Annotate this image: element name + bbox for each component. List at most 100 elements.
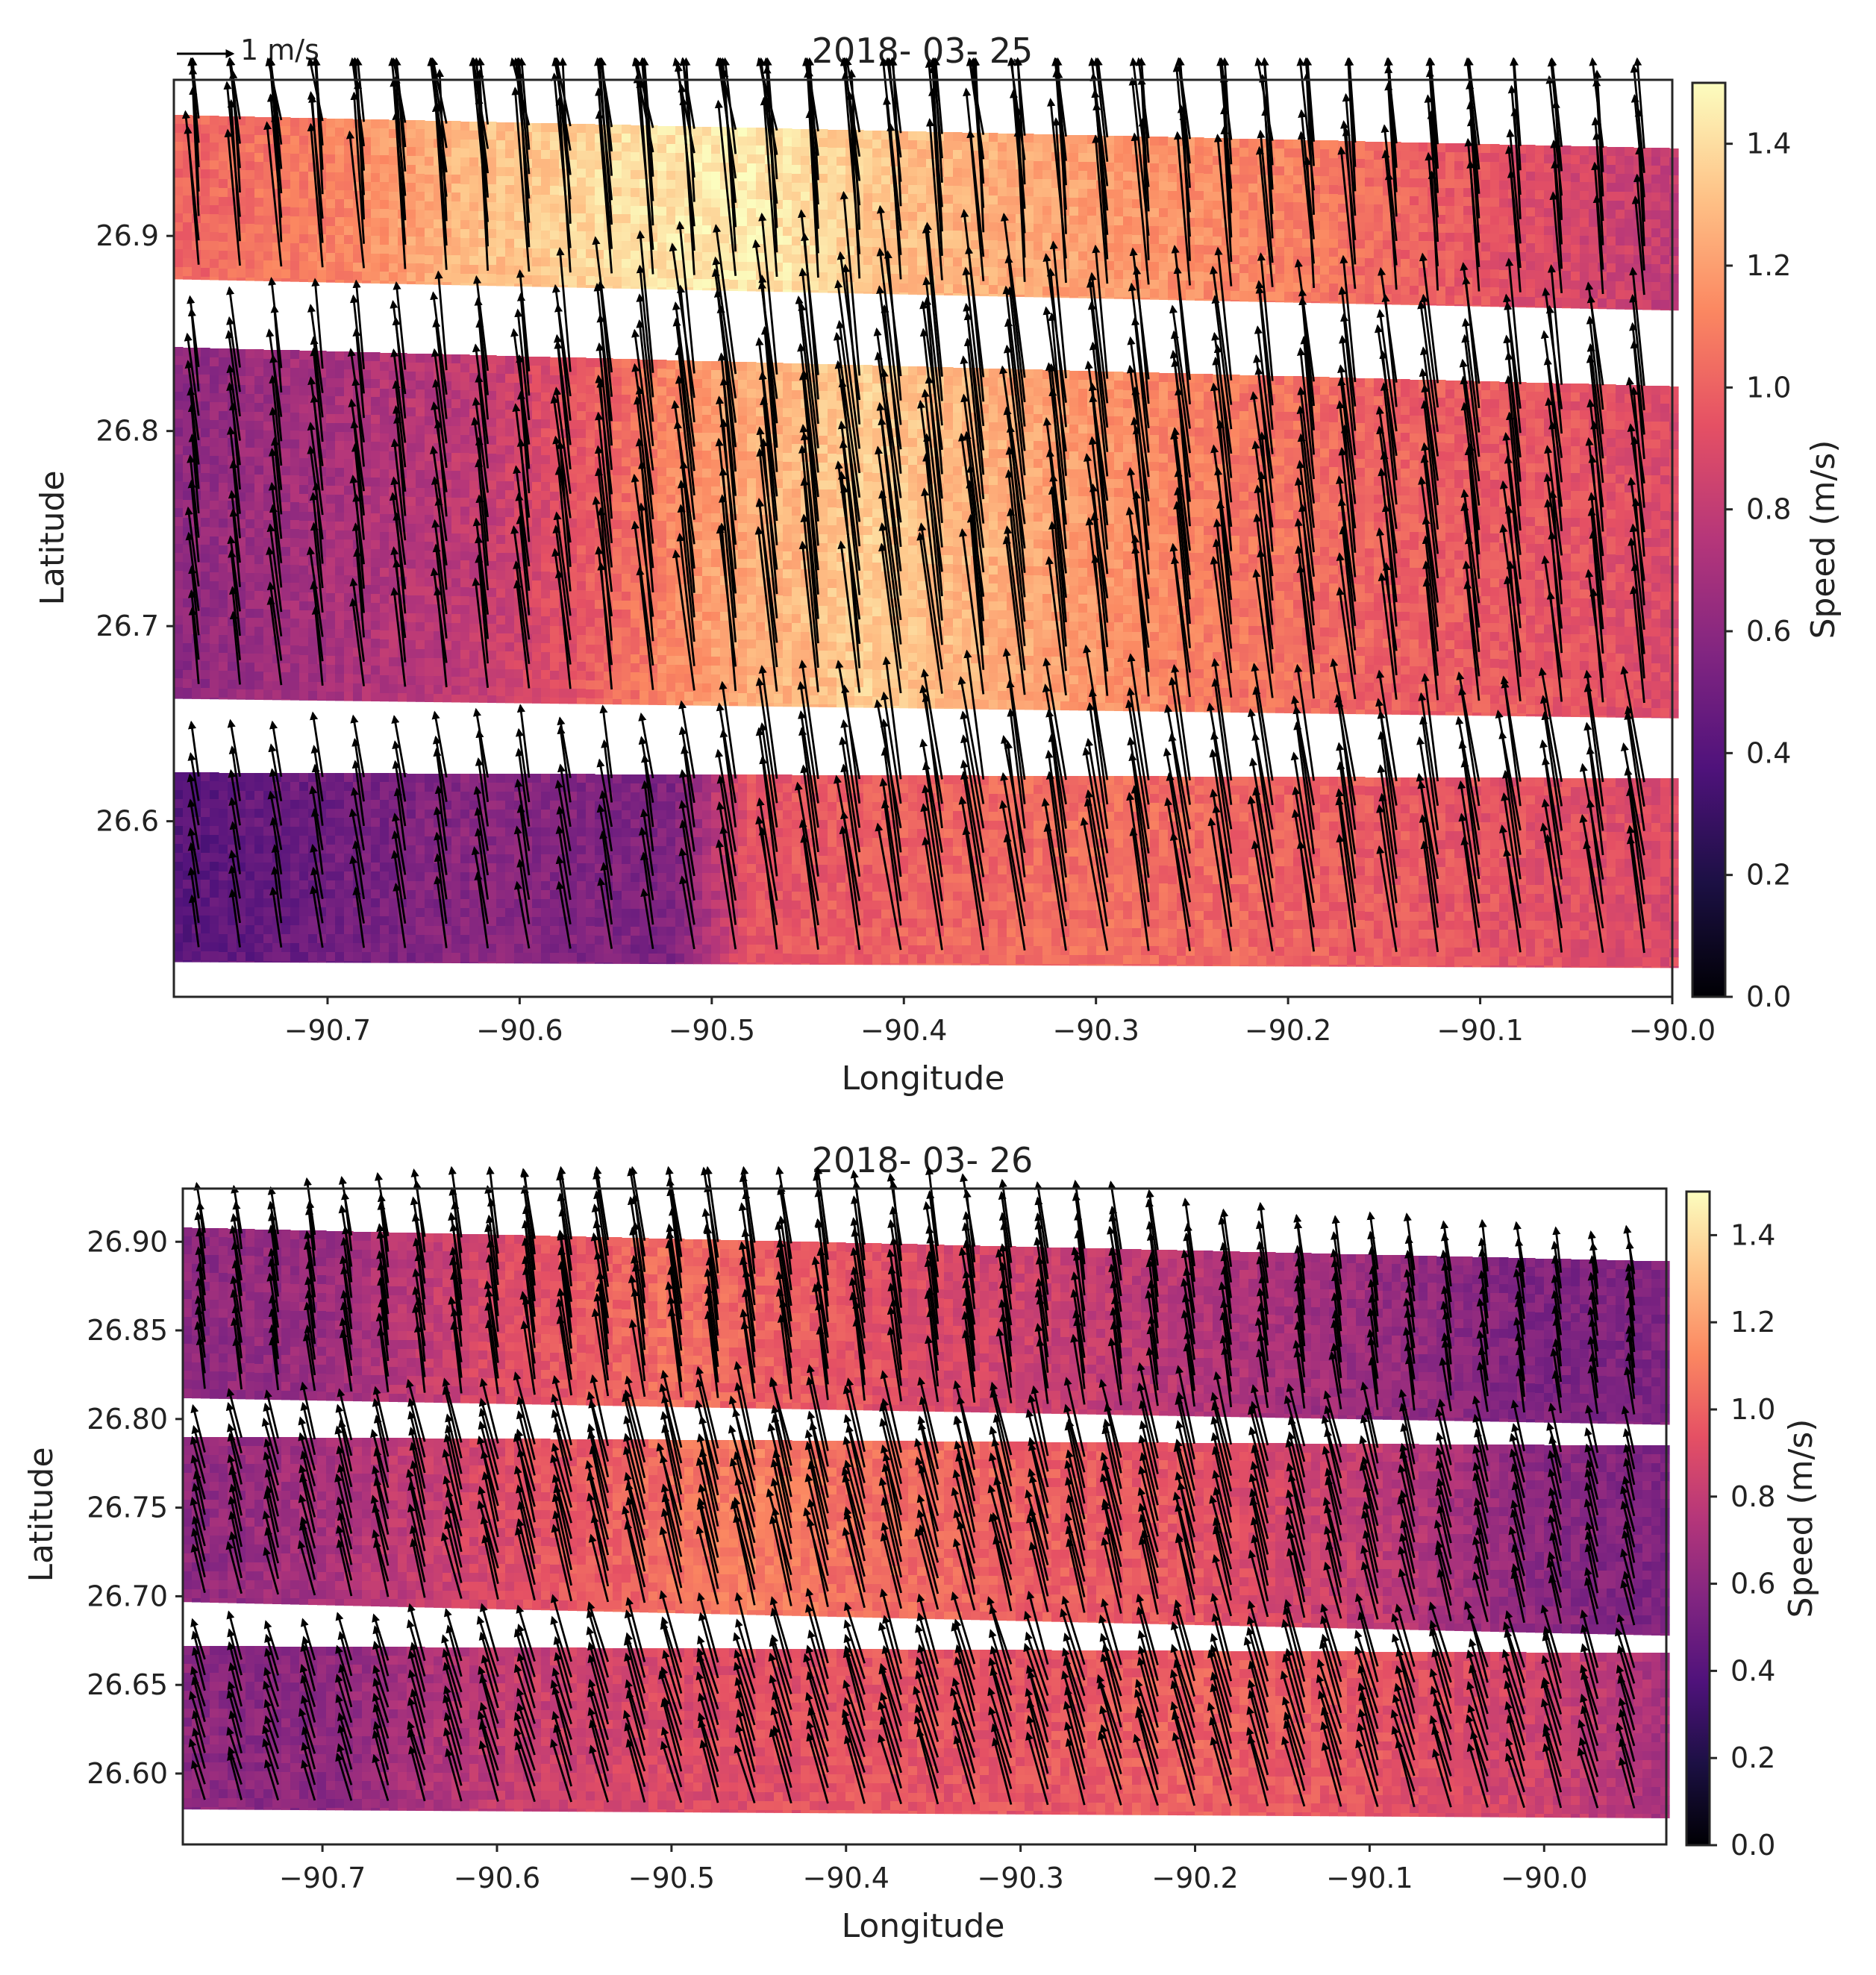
speed-cell <box>1445 233 1455 242</box>
speed-cell <box>487 229 497 239</box>
speed-cell <box>1177 245 1186 254</box>
speed-cell <box>666 198 676 207</box>
speed-cell <box>1284 238 1294 248</box>
speed-cell <box>577 258 587 268</box>
speed-cell <box>801 174 810 184</box>
speed-cell <box>1490 305 1500 307</box>
speed-cell <box>1472 296 1482 306</box>
speed-cell <box>1275 292 1285 301</box>
speed-cell <box>1034 152 1043 162</box>
speed-cell <box>917 149 927 159</box>
speed-cell <box>1445 278 1455 287</box>
speed-cell <box>416 263 425 273</box>
speed-cell <box>487 247 497 257</box>
speed-cell <box>863 157 873 167</box>
speed-cell <box>720 225 730 235</box>
speed-cell <box>254 153 264 163</box>
speed-cell <box>1365 151 1375 160</box>
speed-cell <box>792 129 801 139</box>
speed-cell <box>738 289 748 291</box>
speed-cell <box>872 184 882 194</box>
speed-cell <box>210 116 219 125</box>
speed-cell <box>335 119 345 128</box>
speed-cell <box>1007 205 1016 215</box>
speed-cell <box>1213 183 1222 193</box>
speed-cell <box>344 208 354 218</box>
speed-cell <box>541 213 551 222</box>
speed-cell <box>1087 153 1097 163</box>
speed-cell <box>1114 181 1124 190</box>
speed-cell <box>1042 170 1052 180</box>
speed-cell <box>1186 298 1195 301</box>
speed-cell <box>1311 284 1321 293</box>
speed-cell <box>1374 213 1383 223</box>
speed-cell <box>1544 235 1554 245</box>
speed-cell <box>1302 248 1312 257</box>
speed-cell <box>254 278 264 281</box>
speed-cell <box>496 185 506 195</box>
speed-cell <box>371 227 381 237</box>
speed-cell <box>1248 157 1258 166</box>
speed-cell <box>738 154 748 164</box>
speed-cell <box>657 287 667 289</box>
speed-cell <box>631 179 640 189</box>
speed-cell <box>263 144 273 154</box>
speed-cell <box>944 213 954 222</box>
panel-1: 2018- 03- 25 −90.7 −90.6 −90.5 −90.4 −90.3 −9… <box>34 31 1842 1098</box>
speed-cell <box>1320 203 1330 213</box>
speed-cell <box>1132 226 1142 236</box>
speed-cell <box>1025 214 1034 224</box>
speed-cell <box>711 154 721 163</box>
speed-cell <box>1356 222 1366 231</box>
speed-cell <box>281 189 291 198</box>
speed-cell <box>998 169 1007 179</box>
speed-cell <box>281 153 291 163</box>
speed-cell <box>944 204 954 213</box>
speed-cell <box>1410 187 1419 197</box>
speed-cell <box>1544 244 1554 254</box>
speed-cell <box>532 150 542 160</box>
speed-cell <box>801 147 810 157</box>
speed-cell <box>1248 193 1258 202</box>
speed-cell <box>837 184 846 193</box>
speed-cell <box>335 154 345 164</box>
speed-cell <box>1159 271 1169 281</box>
speed-cell <box>183 231 193 241</box>
speed-cell <box>613 187 622 197</box>
speed-cell <box>738 262 748 272</box>
speed-cell <box>863 140 873 149</box>
speed-cell <box>631 233 640 242</box>
speed-cell <box>908 266 918 275</box>
speed-cell <box>747 163 757 173</box>
speed-cell <box>290 216 300 226</box>
speed-cell <box>1231 175 1240 184</box>
speed-cell <box>1231 219 1240 229</box>
speed-cell <box>1186 289 1195 299</box>
speed-cell <box>299 198 309 208</box>
speed-cell <box>1356 195 1366 204</box>
speed-cell <box>335 217 345 227</box>
speed-cell <box>254 171 264 181</box>
speed-cell <box>828 157 837 166</box>
speed-cell <box>908 248 918 257</box>
speed-cell <box>1401 143 1410 152</box>
speed-cell <box>1284 193 1294 203</box>
speed-cell <box>1069 269 1079 279</box>
speed-cell <box>344 163 354 173</box>
speed-cell <box>1275 140 1285 149</box>
speed-cell <box>872 265 882 275</box>
speed-cell <box>738 226 748 236</box>
speed-cell <box>246 188 255 198</box>
speed-cell <box>702 243 712 253</box>
speed-cell <box>1034 251 1043 260</box>
speed-cell <box>1401 286 1410 295</box>
speed-cell <box>550 240 560 249</box>
speed-cell <box>863 184 873 194</box>
speed-cell <box>1383 258 1392 268</box>
speed-cell <box>201 268 210 278</box>
speed-cell <box>505 239 515 248</box>
speed-cell <box>702 198 712 208</box>
speed-cell <box>1284 229 1294 239</box>
speed-cell <box>487 193 497 203</box>
speed-cell <box>505 185 515 195</box>
